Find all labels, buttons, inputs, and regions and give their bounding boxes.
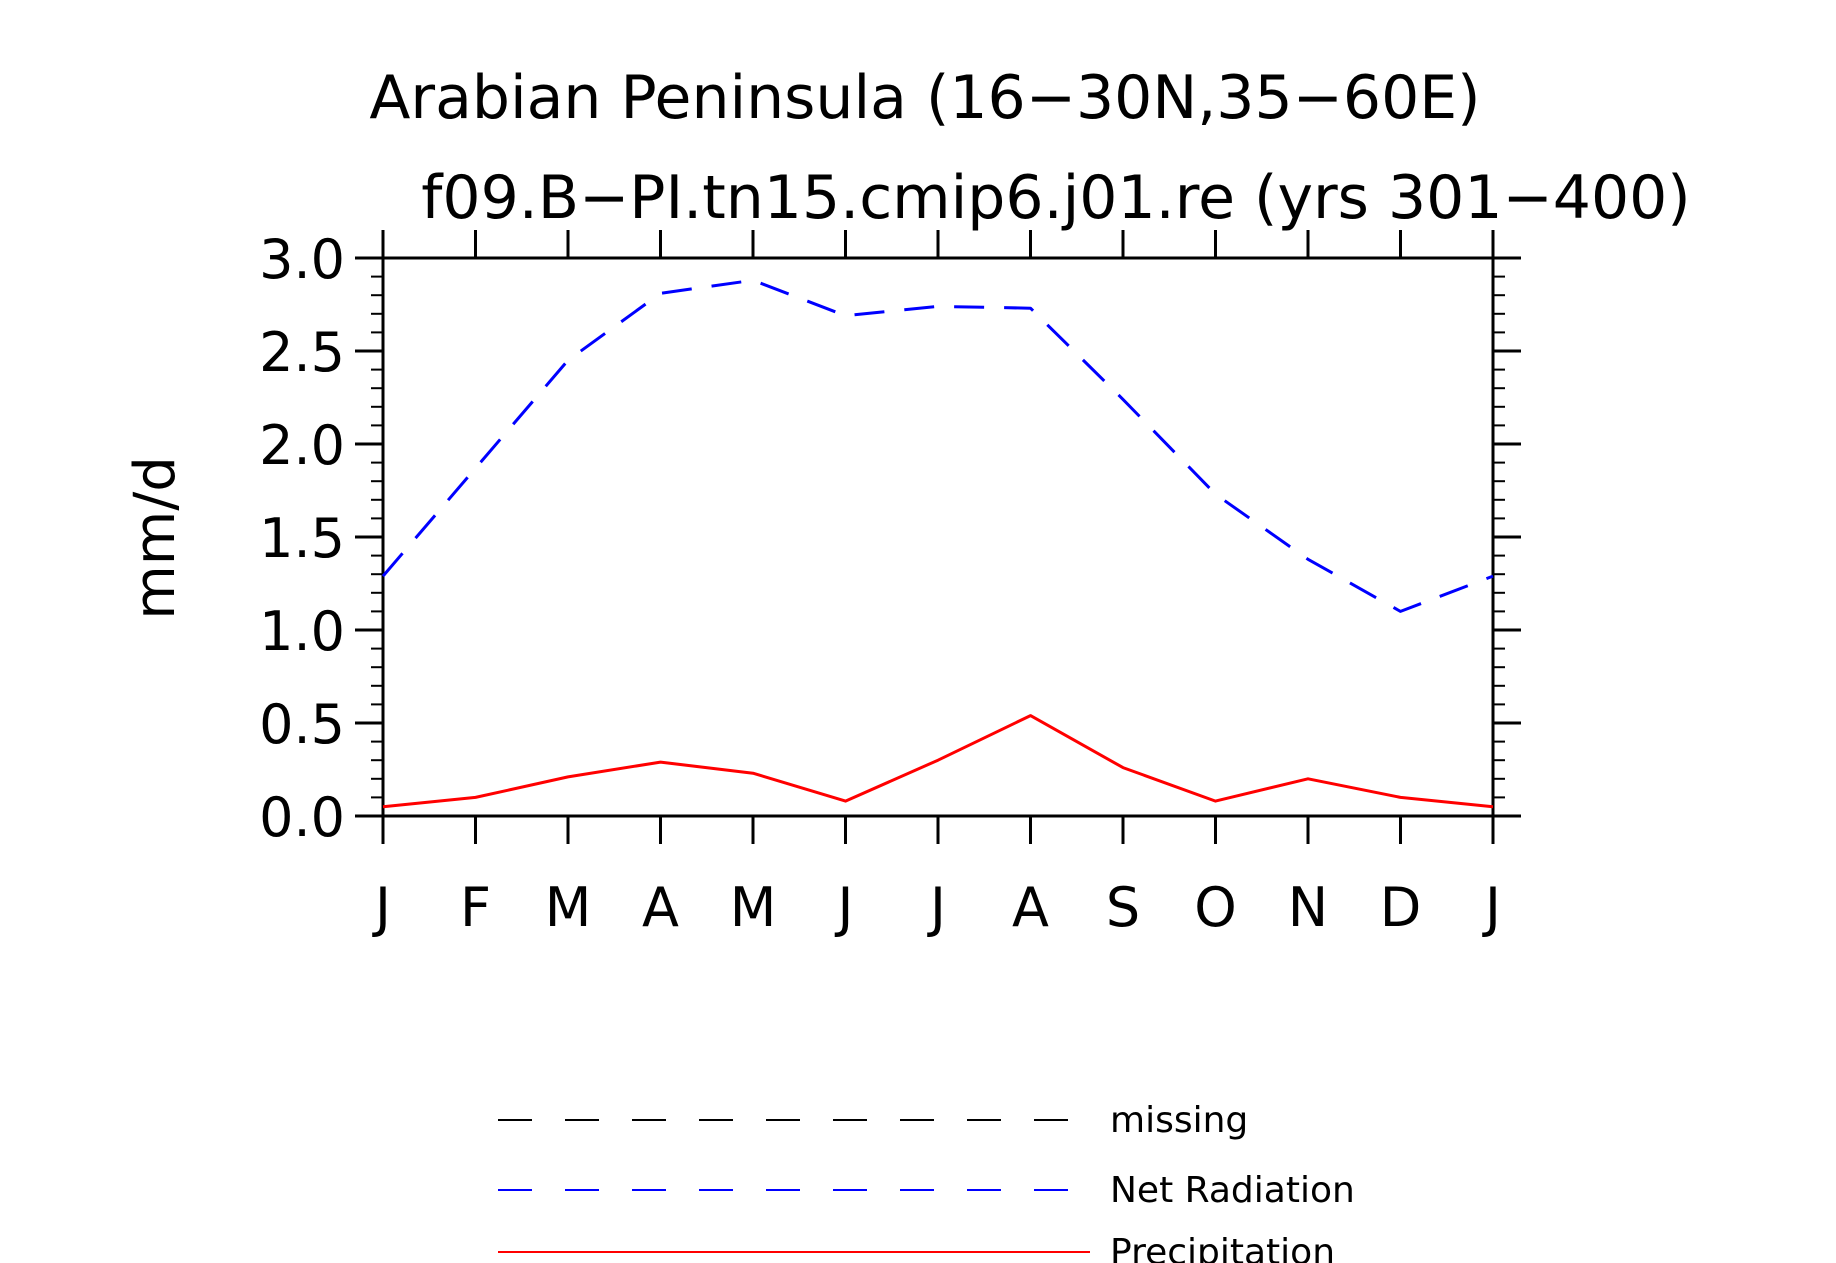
data-point-precipitation xyxy=(1213,798,1219,804)
x-tick-label: A xyxy=(1012,876,1049,939)
data-point-net-radiation xyxy=(1213,491,1219,497)
data-point-net-radiation xyxy=(565,357,571,363)
legend-label-net-radiation: Net Radiation xyxy=(1110,1170,1355,1211)
y-tick-label: 3.0 xyxy=(259,228,345,291)
x-tick-label: S xyxy=(1106,876,1140,939)
legend-label-missing: missing xyxy=(1110,1100,1248,1141)
x-tick-label: N xyxy=(1288,876,1328,939)
x-tick-label: A xyxy=(642,876,679,939)
data-point-net-radiation xyxy=(843,313,849,319)
legend: missing Net Radiation Precipitation xyxy=(498,1100,1355,1263)
data-point-net-radiation xyxy=(473,465,479,471)
data-point-net-radiation xyxy=(1398,608,1404,614)
chart-subtitle: f09.B−PI.tn15.cmip6.j01.re (yrs 301−400) xyxy=(421,163,1690,233)
x-tick-label: F xyxy=(460,876,491,939)
x-tick-label: J xyxy=(927,876,946,939)
x-tick-label: M xyxy=(730,876,777,939)
y-axis-title: mm/d xyxy=(123,456,188,620)
y-tick-label: 1.0 xyxy=(259,600,345,663)
legend-label-precipitation: Precipitation xyxy=(1110,1232,1335,1263)
data-point-precipitation xyxy=(658,759,664,765)
y-tick-label: 2.0 xyxy=(259,414,345,477)
y-tick-label: 0.5 xyxy=(259,693,345,756)
data-point-precipitation xyxy=(1028,713,1034,719)
data-point-net-radiation xyxy=(1028,305,1034,311)
data-point-precipitation xyxy=(935,757,941,763)
y-tick-label: 0.0 xyxy=(259,786,345,849)
data-point-precipitation xyxy=(1398,794,1404,800)
x-tick-label: J xyxy=(372,876,391,939)
data-point-net-radiation xyxy=(1120,396,1126,402)
y-tick-label: 2.5 xyxy=(259,321,345,384)
y-tick-label: 1.5 xyxy=(259,507,345,570)
data-point-net-radiation xyxy=(1305,556,1311,562)
data-point-precipitation xyxy=(380,804,386,810)
data-point-precipitation xyxy=(1490,804,1496,810)
x-tick-label: O xyxy=(1194,876,1237,939)
data-point-precipitation xyxy=(750,770,756,776)
data-point-net-radiation xyxy=(380,573,386,579)
series-line-net-radiation xyxy=(381,278,1494,613)
data-point-net-radiation xyxy=(658,290,664,296)
series-line-precipitation xyxy=(382,714,1494,809)
data-point-net-radiation xyxy=(750,277,756,283)
x-tick-label: J xyxy=(835,876,854,939)
x-tick-label: J xyxy=(1482,876,1501,939)
data-point-precipitation xyxy=(843,798,849,804)
data-point-precipitation xyxy=(473,794,479,800)
data-point-precipitation xyxy=(565,774,571,780)
data-point-precipitation xyxy=(1120,765,1126,771)
x-tick-label: M xyxy=(545,876,592,939)
chart-title: Arabian Peninsula (16−30N,35−60E) xyxy=(369,63,1480,133)
data-point-precipitation xyxy=(1305,776,1311,782)
data-point-net-radiation xyxy=(1490,573,1496,579)
x-tick-label: D xyxy=(1380,876,1422,939)
data-point-net-radiation xyxy=(935,303,941,309)
plot-frame xyxy=(381,256,1495,818)
plot-area: 0.00.51.01.52.02.53.0J F M A M J J A S O N D J xyxy=(259,228,1521,939)
